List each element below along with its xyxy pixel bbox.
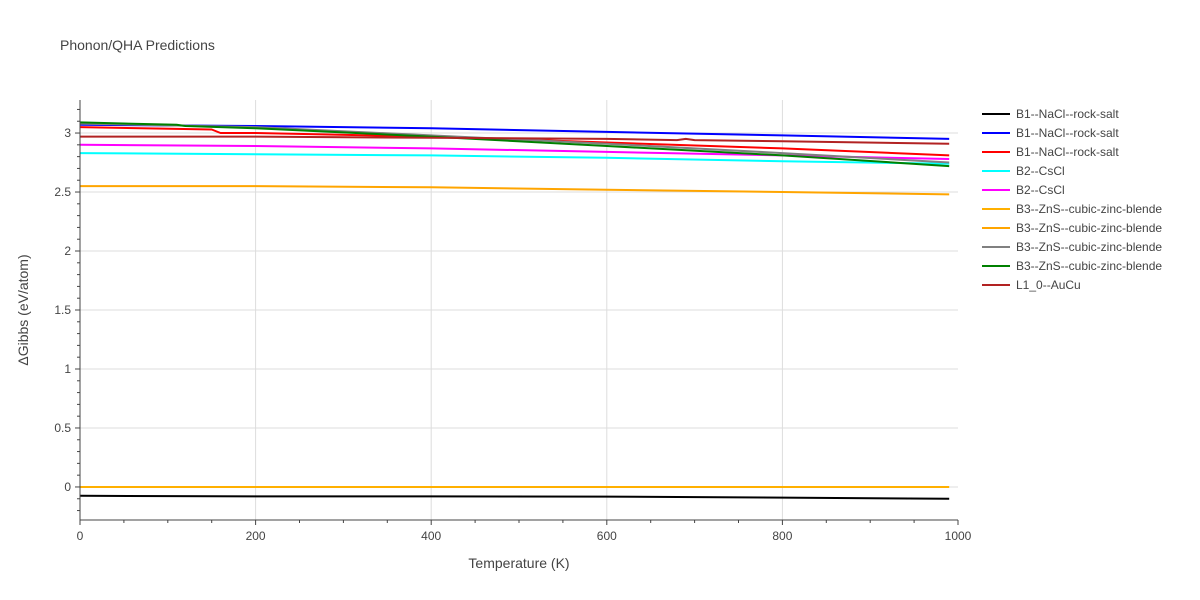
- x-tick-label: 800: [772, 529, 792, 543]
- legend-item-2[interactable]: B1--NaCl--rock-salt: [982, 126, 1119, 140]
- legend-item-5[interactable]: B2--CsCl: [982, 183, 1065, 197]
- legend-label: B3--ZnS--cubic-zinc-blende: [1016, 221, 1162, 235]
- x-tick-label: 200: [246, 529, 266, 543]
- legend-label: B1--NaCl--rock-salt: [1016, 145, 1119, 159]
- x-tick-label: 600: [597, 529, 617, 543]
- y-tick-label: 0.5: [54, 421, 71, 435]
- legend-label: B3--ZnS--cubic-zinc-blende: [1016, 240, 1162, 254]
- legend-label: B2--CsCl: [1016, 183, 1065, 197]
- x-axis-title: Temperature (K): [468, 555, 569, 571]
- legend-label: L1_0--AuCu: [1016, 278, 1081, 292]
- legend-item-7[interactable]: B3--ZnS--cubic-zinc-blende: [982, 221, 1162, 235]
- legend-label: B2--CsCl: [1016, 164, 1065, 178]
- series-lines: [79, 121, 950, 500]
- series-line-5: [79, 143, 950, 160]
- legend-item-6[interactable]: B3--ZnS--cubic-zinc-blende: [982, 202, 1162, 216]
- chart-title: Phonon/QHA Predictions: [60, 37, 215, 53]
- series-line-10: [80, 135, 950, 145]
- y-axis-title: ΔGibbs (eV/atom): [15, 254, 31, 365]
- series-line-7: [80, 185, 950, 196]
- series-line-3: [79, 126, 950, 157]
- legend-item-9[interactable]: B3--ZnS--cubic-zinc-blende: [982, 259, 1162, 273]
- y-tick-label: 2.5: [54, 185, 71, 199]
- legend-item-10[interactable]: L1_0--AuCu: [982, 278, 1081, 292]
- legend-label: B1--NaCl--rock-salt: [1016, 126, 1119, 140]
- series-line-9: [79, 121, 950, 168]
- series-line-1: [79, 494, 950, 500]
- x-tick-label: 0: [77, 529, 84, 543]
- y-tick-label: 3: [64, 126, 71, 140]
- y-tick-label: 0: [64, 480, 71, 494]
- legend-item-4[interactable]: B2--CsCl: [982, 164, 1065, 178]
- series-line-4: [79, 152, 950, 165]
- y-tick-label: 2: [64, 244, 71, 258]
- legend[interactable]: B1--NaCl--rock-salt B1--NaCl--rock-salt B1…: [982, 107, 1162, 292]
- legend-label: B3--ZnS--cubic-zinc-blende: [1016, 202, 1162, 216]
- legend-item-1[interactable]: B1--NaCl--rock-salt: [982, 107, 1119, 121]
- x-tick-label: 1000: [945, 529, 972, 543]
- axes: 0 200 400 600 800 1000 0 0.5 1 1.5 2 2.5 3: [54, 100, 972, 543]
- legend-item-8[interactable]: B3--ZnS--cubic-zinc-blende: [982, 240, 1162, 254]
- y-tick-label: 1.5: [54, 303, 71, 317]
- grid: [80, 100, 958, 520]
- legend-label: B1--NaCl--rock-salt: [1016, 107, 1119, 121]
- x-tick-label: 400: [421, 529, 441, 543]
- legend-item-3[interactable]: B1--NaCl--rock-salt: [982, 145, 1119, 159]
- y-tick-label: 1: [64, 362, 71, 376]
- legend-label: B3--ZnS--cubic-zinc-blende: [1016, 259, 1162, 273]
